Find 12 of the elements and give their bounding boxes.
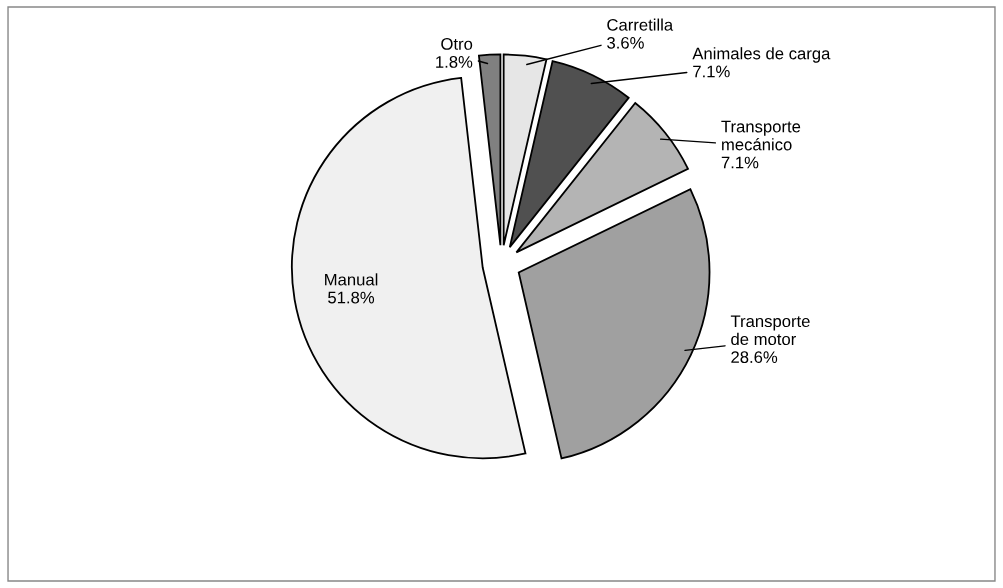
data-label: 28.6% xyxy=(731,351,778,364)
data-label: 51.8% xyxy=(328,291,375,304)
slice-label: Otro xyxy=(441,38,473,50)
data-label: 1.8% xyxy=(436,56,473,68)
data-label: 3.6% xyxy=(607,36,644,49)
data-label: 7.1% xyxy=(721,156,759,169)
slice-label: Transporte de motor xyxy=(730,315,810,346)
legend-label: Transporte mecánico xyxy=(721,120,801,151)
data-label: 7.1% xyxy=(693,65,730,78)
slice-label: Manual xyxy=(325,273,378,286)
slice-label: Carretilla xyxy=(607,18,674,31)
slice-label: Animales de carga xyxy=(692,47,831,63)
